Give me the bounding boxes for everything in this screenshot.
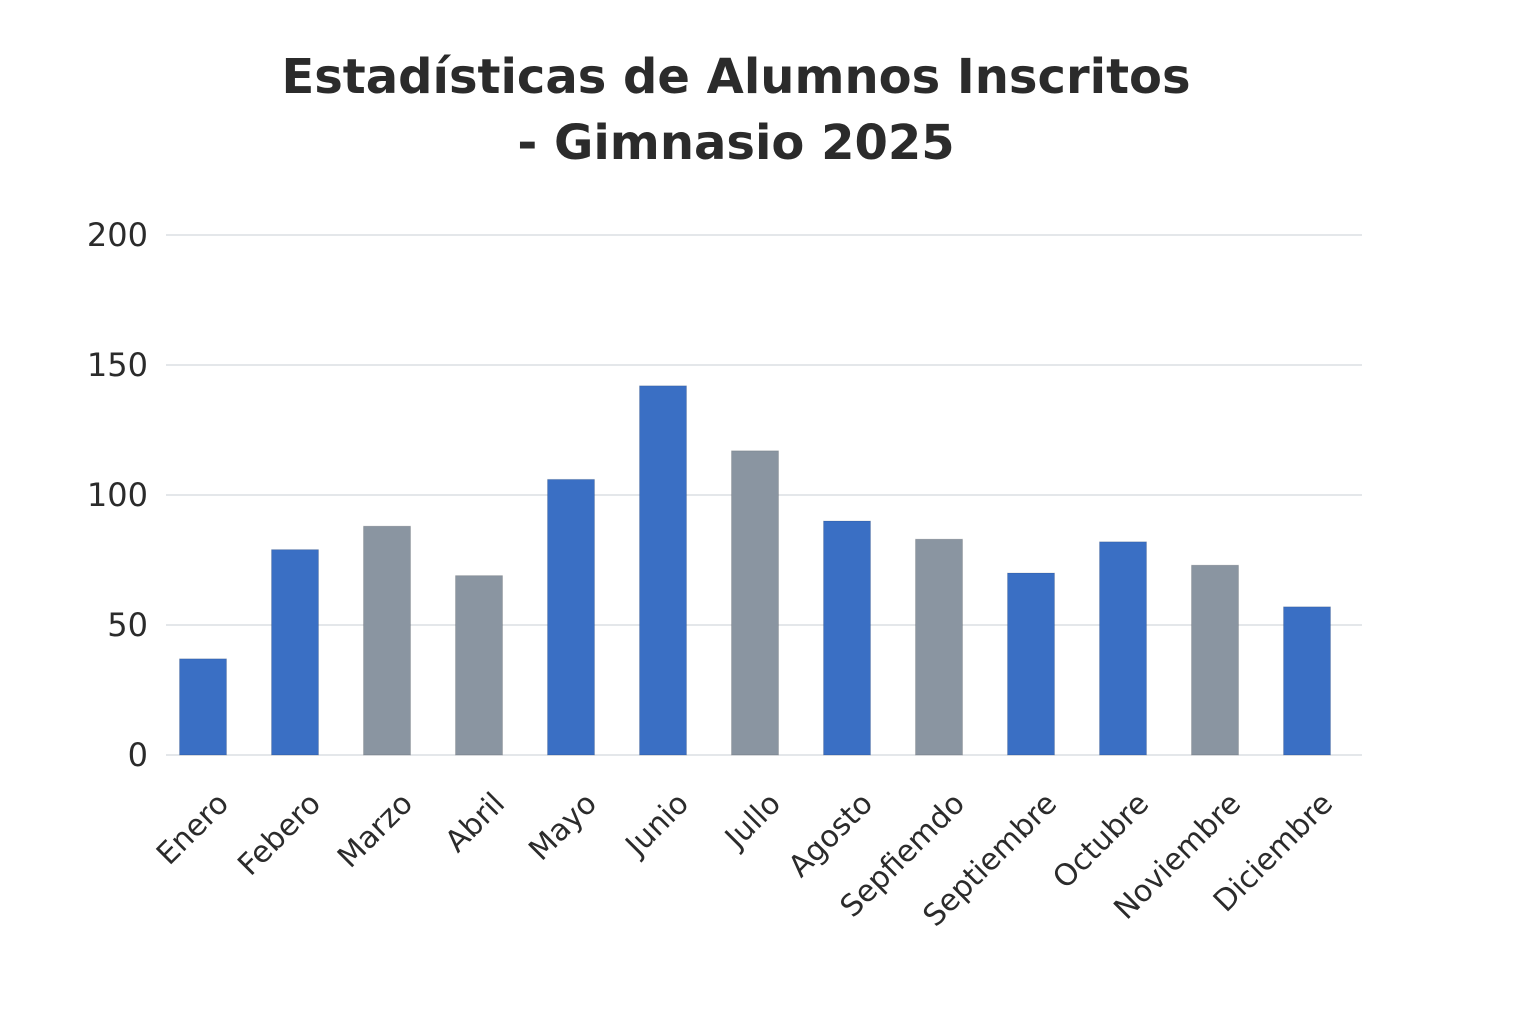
y-tick-label: 200 — [87, 216, 148, 254]
bar-mayo — [547, 478, 595, 756]
y-tick-label: 50 — [107, 606, 148, 644]
bar-octubre — [1099, 541, 1147, 756]
x-tick-label: Enero — [150, 786, 236, 872]
y-tick-label: 150 — [87, 346, 148, 384]
bar-septiembre — [1007, 572, 1055, 756]
x-tick-label: Mayo — [522, 786, 604, 868]
x-tick-label: Marzo — [331, 786, 420, 875]
y-tick-label: 0 — [128, 736, 148, 774]
chart-title-line-2: - Gimnasio 2025 — [517, 115, 955, 171]
x-tick-label: Abril — [439, 786, 512, 859]
bar-febero — [271, 549, 319, 756]
y-tick-label: 100 — [87, 476, 148, 514]
bar-enero — [179, 658, 227, 756]
y-axis-ticks: 0 50 100 150 200 — [87, 216, 148, 774]
bar-abril — [455, 575, 503, 756]
chart-title: Estadísticas de Alumnos Inscritos - Gimn… — [0, 44, 1472, 176]
bars — [179, 385, 1331, 756]
bar-marzo — [363, 525, 411, 756]
chart-title-line-1: Estadísticas de Alumnos Inscritos — [281, 49, 1191, 105]
bar-junio — [639, 385, 687, 756]
bar-jullo — [731, 450, 779, 756]
bar-sepfiemdo — [915, 538, 963, 756]
x-tick-label: Junio — [618, 786, 696, 864]
x-tick-label: Jullo — [717, 786, 788, 857]
x-tick-label: Febero — [231, 786, 328, 883]
bar-noviembre — [1191, 564, 1239, 756]
bar-diciembre — [1283, 606, 1331, 756]
bar-agosto — [823, 520, 871, 756]
